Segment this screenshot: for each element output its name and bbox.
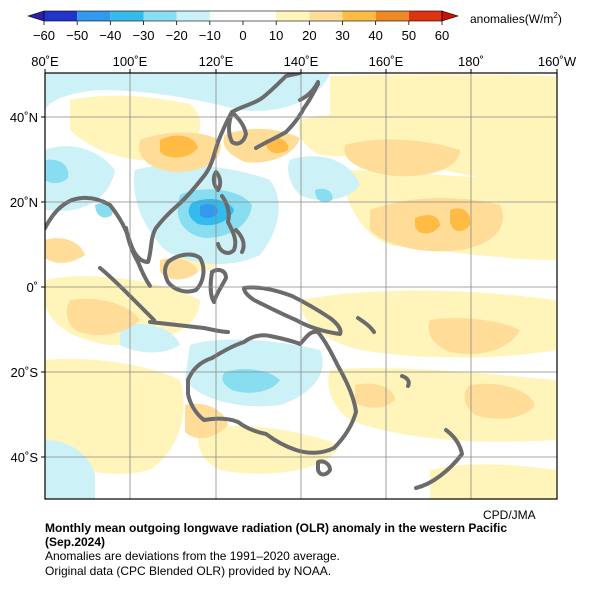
colorbar-swatch <box>408 11 442 21</box>
lon-label: 120˚E <box>199 54 234 69</box>
colorbar-tick-label: 50 <box>402 28 416 43</box>
longitude-labels: 80˚E 100˚E 120˚E 140˚E 160˚E 180˚ 160˚W <box>31 54 577 69</box>
lon-label: 100˚E <box>113 54 148 69</box>
colorbar-swatch <box>342 11 376 21</box>
lat-label: 20˚S <box>11 365 39 380</box>
colorbar-tick-label: 40 <box>368 28 382 43</box>
lon-label: 80˚E <box>31 54 59 69</box>
coast-solomon <box>356 316 376 334</box>
gridlines <box>45 73 557 499</box>
colorbar-tick-label: 30 <box>335 28 349 43</box>
lon-label: 140˚E <box>284 54 319 69</box>
coast-java <box>148 320 230 334</box>
coast-philippines <box>216 194 246 255</box>
colorbar-tick-label: −10 <box>199 28 221 43</box>
colorbar-swatches <box>26 10 460 22</box>
coast-borneo <box>163 252 206 294</box>
coast-new-guinea <box>242 285 343 336</box>
colorbar-title: anomalies(W/m2) <box>470 11 562 26</box>
caption-title: Monthly mean outgoing longwave radiation… <box>45 521 508 535</box>
colorbar-tick-label: 60 <box>435 28 449 43</box>
colorbar-tick-labels: −60 −50 −40 −30 −20 −10 0 10 20 30 40 50 60 <box>33 21 449 43</box>
lat-label: 40˚N <box>10 110 38 125</box>
lat-label: 0˚ <box>26 280 38 295</box>
colorbar-arrow-low <box>26 10 45 22</box>
coast-taiwan <box>211 170 223 192</box>
lon-label: 160˚E <box>369 54 404 69</box>
anomaly-positive-strong <box>160 135 471 234</box>
coast-korea <box>227 110 248 146</box>
lon-label: 160˚W <box>538 54 577 69</box>
colorbar-swatch <box>309 11 343 21</box>
colorbar-tick-label: −20 <box>166 28 188 43</box>
colorbar-swatch <box>176 11 210 21</box>
colorbar-swatch <box>209 11 243 21</box>
colorbar-swatch <box>44 11 78 21</box>
caption-note-source: Original data (CPC Blended OLR) provided… <box>45 564 332 578</box>
coastlines <box>45 73 464 490</box>
colorbar-tick-label: −60 <box>33 28 55 43</box>
colorbar-arrow-high <box>441 10 460 22</box>
coast-japan <box>254 80 320 150</box>
colorbar-tick-label: 20 <box>302 28 316 43</box>
colorbar-tick-label: −50 <box>66 28 88 43</box>
credit-label: CPD/JMA <box>483 508 536 522</box>
coast-asia-mainland <box>45 73 302 264</box>
coast-fiji <box>400 374 411 388</box>
colorbar-swatch <box>77 11 111 21</box>
lat-label: 40˚S <box>11 450 39 465</box>
axis-ticks <box>41 69 558 458</box>
colorbar-tick-label: −40 <box>99 28 121 43</box>
lat-label: 20˚N <box>10 195 38 210</box>
colorbar-swatch <box>276 11 310 21</box>
map-plot-area <box>45 73 557 499</box>
anomaly-negative-peak <box>200 204 218 219</box>
colorbar-swatch <box>243 11 277 21</box>
caption-note-average: Anomalies are deviations from the 1991–2… <box>45 549 340 563</box>
coast-tasmania <box>316 459 332 477</box>
coast-new-zealand <box>414 428 464 490</box>
colorbar-swatch <box>110 11 144 21</box>
lon-label: 180˚ <box>458 54 484 69</box>
colorbar-tick-label: 10 <box>269 28 283 43</box>
coast-australia <box>186 329 358 455</box>
latitude-labels: 40˚N 20˚N 0˚ 20˚S 40˚S <box>10 110 39 465</box>
colorbar-swatch <box>143 11 177 21</box>
caption-period: (Sep.2024) <box>45 535 106 549</box>
coast-malay-peninsula <box>124 226 152 288</box>
colorbar-tick-label: 0 <box>239 28 246 43</box>
colorbar-tick-label: −30 <box>132 28 154 43</box>
olr-anomaly-map: 80˚E 100˚E 120˚E 140˚E 160˚E 180˚ 160˚W … <box>10 54 577 500</box>
coast-sulawesi <box>208 268 228 304</box>
colorbar-swatch <box>375 11 409 21</box>
colorbar-legend: −60 −50 −40 −30 −20 −10 0 10 20 30 40 50 60 <box>26 10 460 43</box>
